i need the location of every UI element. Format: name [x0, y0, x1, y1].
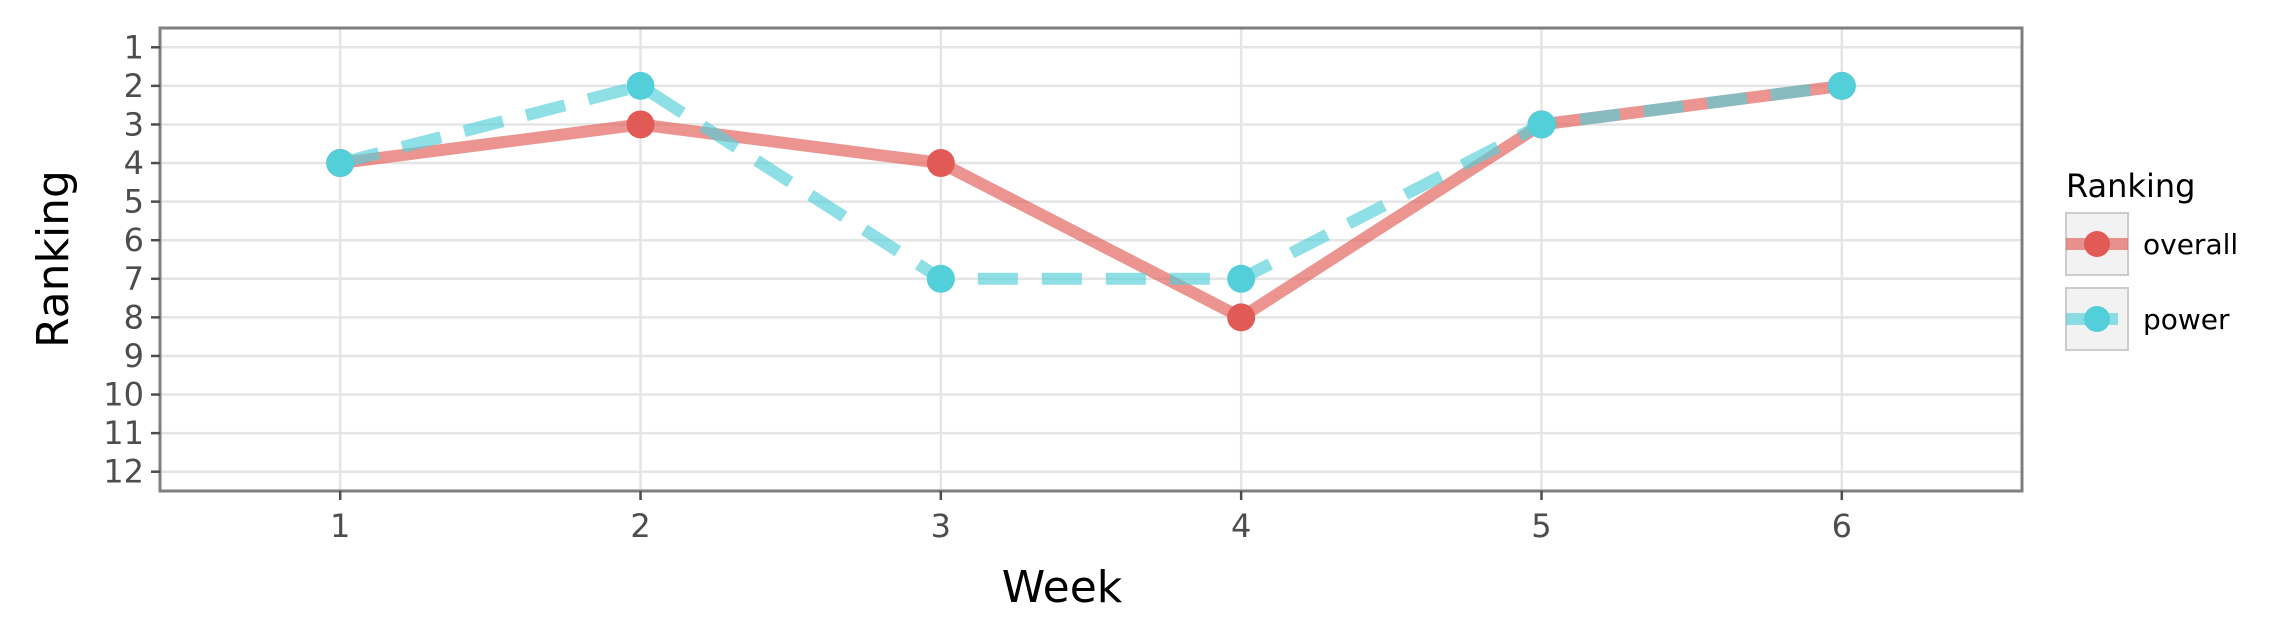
legend-point-overall: [2084, 231, 2110, 257]
legend-item-power: power: [2065, 287, 2230, 351]
y-tick-label: 1: [124, 28, 144, 66]
x-tick-label: 1: [330, 507, 350, 545]
data-point-power: [326, 149, 355, 178]
y-tick-label: 7: [124, 260, 144, 298]
y-tick-label: 6: [124, 221, 144, 259]
legend-label-overall: overall: [2143, 228, 2238, 261]
y-tick-label: 10: [103, 376, 144, 414]
y-tick-label: 4: [124, 144, 144, 182]
data-point-power: [626, 71, 655, 100]
y-tick-label: 3: [124, 105, 144, 143]
data-point-overall: [1227, 303, 1256, 332]
x-axis: 1 2 3 4 5 6: [330, 491, 1852, 545]
y-tick-label: 12: [103, 453, 144, 491]
data-point-power: [1827, 71, 1856, 100]
series-layer: [326, 71, 1856, 332]
data-point-power: [1227, 264, 1256, 293]
data-point-overall: [926, 149, 955, 178]
y-tick-label: 8: [124, 298, 144, 336]
x-tick-label: 5: [1531, 507, 1551, 545]
panel-border: [158, 26, 2024, 493]
data-point-overall: [626, 110, 655, 139]
series-line-power: [338, 79, 1843, 285]
x-tick-label: 2: [630, 507, 650, 545]
legend-label-power: power: [2143, 303, 2230, 336]
legend-title: Ranking: [2066, 167, 2195, 205]
y-tick-label: 9: [124, 337, 144, 375]
x-tick-label: 3: [931, 507, 951, 545]
data-point-power: [1527, 110, 1556, 139]
x-tick-label: 6: [1832, 507, 1852, 545]
y-tick-label: 11: [103, 414, 144, 452]
x-tick-label: 4: [1231, 507, 1251, 545]
legend: Ranking overall power: [2065, 167, 2238, 351]
x-axis-title: Week: [1002, 562, 1123, 613]
data-point-power: [926, 264, 955, 293]
y-tick-label: 5: [124, 183, 144, 221]
y-tick-label: 2: [124, 67, 144, 105]
y-axis-title: Ranking: [28, 170, 79, 348]
legend-item-overall: overall: [2065, 212, 2238, 276]
legend-point-power: [2084, 306, 2110, 332]
